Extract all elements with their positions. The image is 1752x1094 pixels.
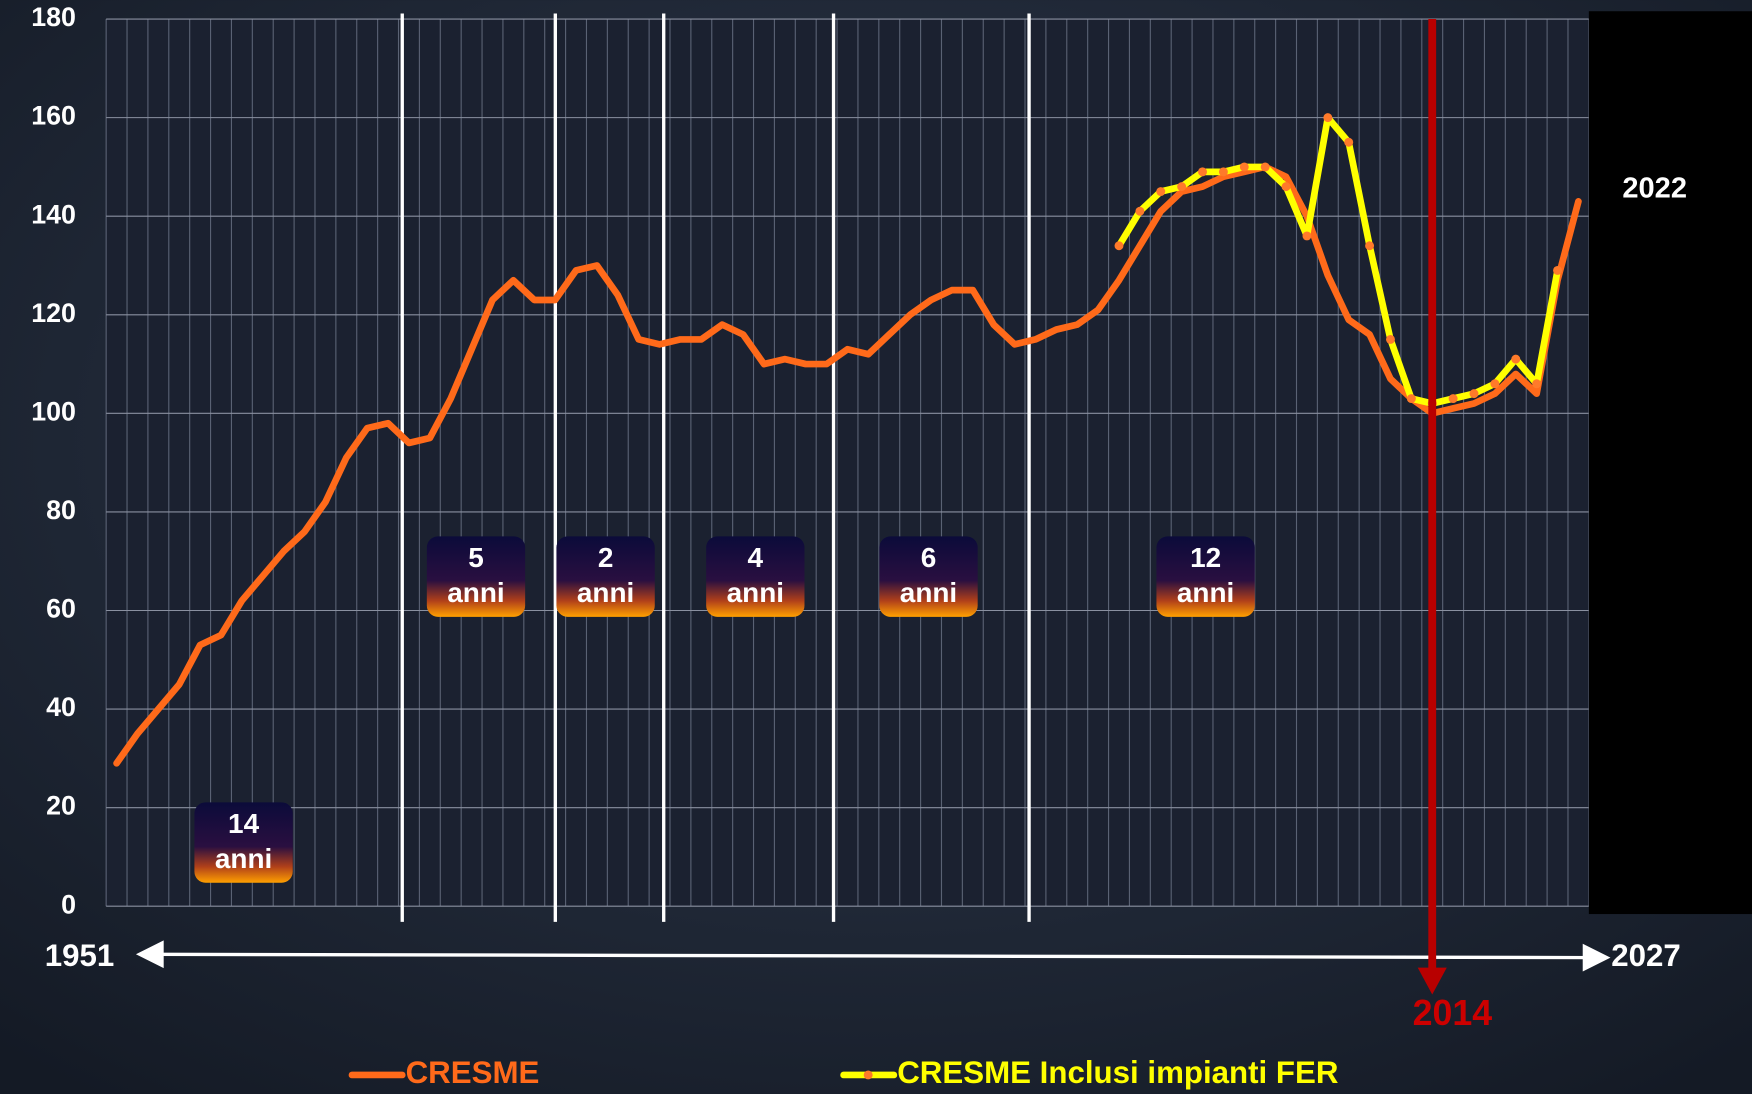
arrow-head (1582, 943, 1611, 972)
y-tick-label: 120 (31, 298, 76, 328)
series-point (1177, 182, 1187, 192)
series-point (1553, 265, 1563, 275)
cycle-number: 2 (598, 542, 614, 573)
cycle-box (194, 802, 293, 883)
series-point (1135, 206, 1145, 216)
series-point (1386, 334, 1395, 344)
series-point (1239, 162, 1249, 172)
series-point (1198, 167, 1207, 177)
legend-label: CRESME Inclusi impianti FER (897, 1055, 1338, 1090)
legend: CRESME CRESME Inclusi impianti FER (348, 1055, 1338, 1090)
black-panel (1588, 11, 1752, 915)
series-point (1448, 394, 1458, 404)
cycle-box (706, 536, 805, 617)
y-tick-label: 40 (46, 692, 76, 722)
plot-area (106, 19, 1589, 907)
cycle-unit: anni (577, 577, 634, 608)
y-tick-label: 60 (46, 594, 76, 624)
series-line (113, 163, 1582, 767)
series-point (1344, 137, 1354, 147)
y-tick-label: 80 (46, 495, 76, 525)
corner-label: 2022 (1622, 173, 1687, 205)
y-tick-label: 160 (31, 101, 76, 131)
cycle-box (556, 536, 655, 617)
series-point (1469, 389, 1479, 399)
cycle-unit: anni (727, 577, 784, 608)
y-tick-label: 20 (46, 791, 76, 821)
series-line (1115, 114, 1561, 407)
series-point (1323, 113, 1333, 123)
legend-marker (863, 1070, 873, 1080)
time-arrow (135, 940, 1611, 972)
series-point (1114, 241, 1124, 251)
y-tick-label: 100 (31, 396, 76, 426)
axis-end-label: 2027 (1611, 938, 1681, 973)
series-point (1260, 162, 1270, 172)
cycle-box (879, 536, 978, 617)
cycle-box (1156, 536, 1255, 617)
cycle-unit: anni (900, 577, 957, 608)
axis-start-label: 1951 (45, 938, 115, 973)
series-point (1302, 231, 1312, 241)
series-point (1490, 379, 1500, 389)
cycle-unit: anni (1177, 577, 1234, 608)
cycle-box (426, 536, 526, 617)
arrow-head (135, 940, 164, 969)
cycle-number: 14 (228, 808, 260, 839)
period-dividers (400, 13, 1031, 922)
cycle-unit: anni (447, 577, 504, 608)
y-tick-label: 140 (31, 199, 76, 229)
series-point (1406, 394, 1416, 404)
arrow-line (150, 952, 1596, 960)
marker-label: 2014 (1413, 993, 1493, 1033)
y-tick-label: 0 (61, 889, 76, 919)
marker: 2014 (1413, 19, 1493, 1033)
cycle-number: 4 (748, 542, 764, 573)
cycle-number: 12 (1190, 542, 1221, 573)
cycle-boxes: 14 anni 5 anni 2 anni 4 anni 6 anni 12 anni (194, 536, 1255, 883)
cycle-unit: anni (215, 843, 272, 874)
series-point (1156, 187, 1166, 197)
y-tick-label: 180 (31, 2, 76, 32)
cycle-number: 6 (921, 542, 937, 573)
series-point (1532, 379, 1542, 389)
series-point (1281, 182, 1291, 192)
cycle-number: 5 (468, 542, 484, 573)
series-point (1365, 241, 1375, 251)
marker-head (1417, 967, 1447, 995)
series-point (1218, 167, 1228, 177)
lines (113, 113, 1582, 767)
legend-label: CRESME (406, 1055, 540, 1090)
series-point (1511, 354, 1521, 364)
